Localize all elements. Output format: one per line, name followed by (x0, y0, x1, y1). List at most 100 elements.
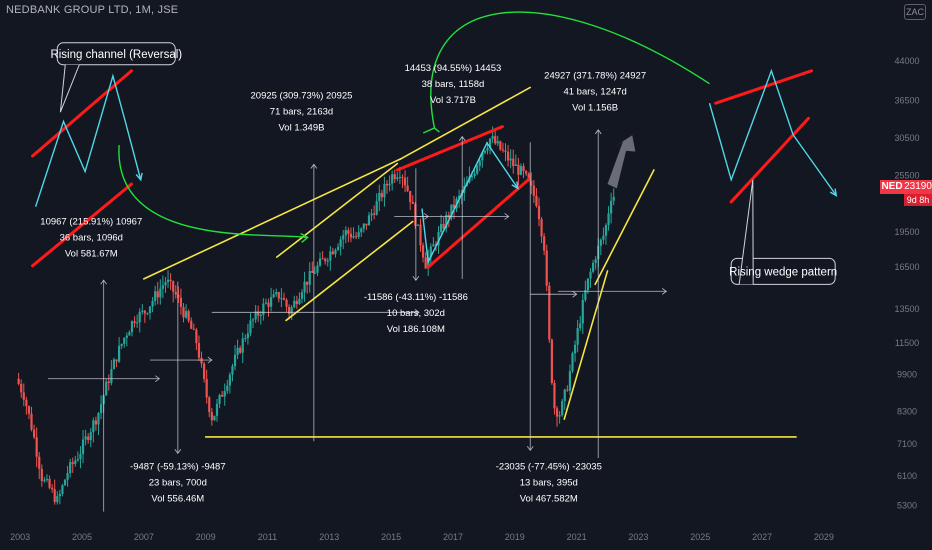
callout-rising-wedge-box (730, 257, 836, 285)
candle-body (56, 496, 59, 503)
y-tick-label: 16500 (894, 262, 919, 272)
candle-body (481, 152, 484, 161)
candle-body (254, 311, 257, 320)
candle-body (491, 136, 494, 139)
green-curve-top-head (422, 127, 440, 134)
candle-body (486, 147, 489, 151)
candle-body (501, 149, 505, 151)
candle-body (478, 160, 481, 166)
candle-body (257, 311, 260, 316)
measure-2019-down-head (526, 445, 534, 451)
wedge-lower-line (563, 270, 609, 420)
measure-2021-up-head (594, 129, 602, 135)
y-tick-label: 25500 (894, 171, 919, 181)
candle-body (231, 366, 234, 375)
candle-body (527, 173, 530, 181)
candle-body (504, 150, 507, 152)
candle-body (161, 285, 164, 289)
currency-badge[interactable]: ZAC (904, 4, 926, 20)
candle-body (429, 246, 432, 257)
candle-body (293, 300, 296, 308)
candle-body (584, 290, 587, 300)
x-tick-label: 2011 (258, 532, 277, 542)
candle-body (458, 195, 461, 199)
x-tick-label: 2015 (381, 532, 401, 542)
time-axis: 2003 2005 2007 2009 2011 2013 2015 2017 2019 2021… (10, 532, 834, 542)
candle-body (169, 279, 172, 282)
green-curve-arrow (118, 145, 308, 239)
projection-arrow (607, 135, 636, 189)
candle-body (298, 298, 301, 305)
candle-body (190, 320, 193, 329)
x-tick-label: 2023 (628, 532, 648, 542)
x-tick-label: 2019 (505, 532, 525, 542)
measure-2021-h-head (661, 288, 668, 295)
candle-body (573, 344, 577, 354)
wedge-upper-line (594, 169, 655, 286)
candle-body (378, 192, 381, 202)
x-tick-label: 2027 (752, 532, 772, 542)
candle-body (38, 456, 41, 469)
y-tick-label: 11500 (895, 338, 919, 348)
candle-body (540, 219, 543, 237)
candle-body (92, 420, 95, 433)
candle-body (159, 288, 162, 298)
candle-body (205, 378, 208, 398)
candle-body (58, 493, 61, 497)
candle-body (156, 291, 159, 298)
candle-body (530, 180, 533, 186)
projection-zigzag-arrow (708, 68, 837, 196)
measure-label-2: 23 bars, 700d (149, 477, 207, 488)
candle-body (51, 487, 54, 490)
candle-body (99, 404, 103, 413)
symbol-title: NEDBANK GROUP LTD, 1M, JSE (6, 4, 179, 16)
measure-label-2: -9487 (-59.13%) -9487 (130, 461, 226, 472)
candle-body (35, 437, 38, 457)
candle-body (226, 385, 229, 392)
y-tick-label: 44000 (894, 56, 919, 66)
candle-body (48, 478, 51, 488)
measure-label-3: 20925 (309.73%) 20925 (251, 91, 353, 102)
candle-body (566, 389, 569, 391)
candle-body (40, 468, 43, 481)
candle-body (336, 246, 340, 250)
callout-rising-wedge-text: Rising wedge pattern (729, 266, 837, 278)
candle-body (452, 204, 456, 209)
candle-body (385, 183, 389, 186)
candle-body (380, 192, 383, 198)
x-tick-label: 2005 (72, 532, 92, 542)
candle-body (306, 281, 309, 285)
measure-label-5: 14453 (94.55%) 14453 (405, 63, 502, 74)
y-tick-label: 36500 (894, 95, 919, 105)
candle-body (53, 489, 56, 503)
candle-body (329, 251, 332, 261)
candle-body (483, 150, 486, 153)
x-tick-label: 2025 (690, 532, 710, 542)
candle-body (210, 412, 213, 421)
candle-body (94, 420, 98, 425)
candle-body (602, 235, 605, 240)
candle-body (506, 151, 510, 161)
candle-body (561, 401, 564, 416)
candle-body (517, 164, 520, 175)
candle-body (43, 479, 46, 481)
projection-channel-lower (729, 116, 810, 204)
candle-body (563, 389, 566, 402)
candle-body (568, 371, 572, 391)
measure-label-6: 13 bars, 395d (520, 477, 578, 488)
y-tick-label: 8300 (897, 406, 917, 416)
candle-body (195, 329, 198, 344)
candle-body (488, 138, 492, 148)
candle-body (221, 394, 224, 397)
candle-body (545, 250, 548, 286)
candle-body (87, 436, 90, 440)
candle-body (313, 272, 316, 274)
measure-2012-h-head (414, 309, 420, 316)
candle-body (303, 281, 306, 293)
candle-body (17, 378, 20, 385)
candle-body (146, 313, 149, 315)
candle-body (187, 311, 190, 321)
candle-body (81, 439, 85, 454)
candle-body (136, 322, 139, 324)
